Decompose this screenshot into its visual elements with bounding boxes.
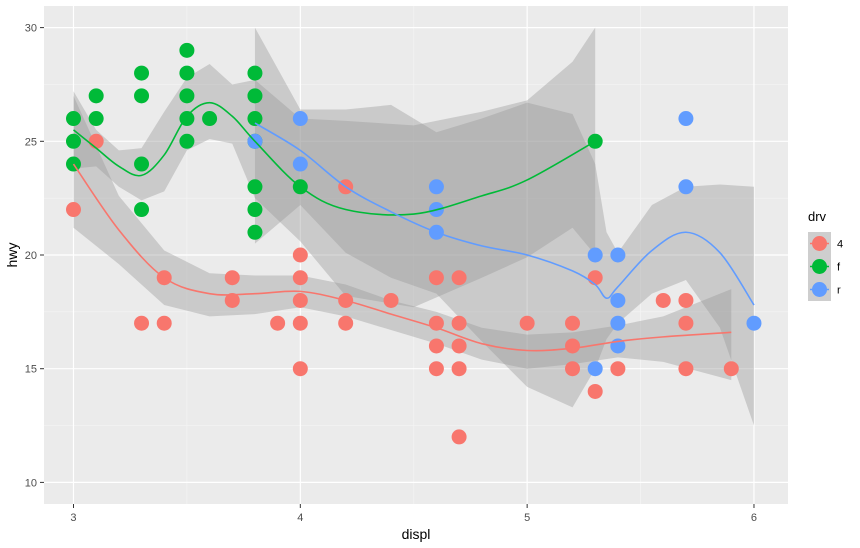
data-point-f: [134, 202, 150, 218]
data-point-f: [88, 88, 104, 104]
data-point-f: [247, 202, 263, 218]
data-point-r: [610, 292, 626, 308]
x-tick-label: 3: [70, 512, 76, 524]
smooth-lines: [72, 101, 755, 352]
data-point-f: [179, 42, 195, 58]
data-point-r: [587, 247, 603, 263]
x-axis-ticks: 3 4 5 6: [70, 504, 757, 524]
data-point-r: [746, 315, 762, 331]
x-tick-label: 4: [297, 512, 303, 524]
data-point-f: [247, 111, 263, 127]
x-axis-title: displ: [402, 526, 431, 542]
data-point-4: [451, 270, 467, 286]
confidence-band-r: [254, 27, 754, 426]
data-point-f: [65, 111, 81, 127]
data-point-4: [88, 133, 104, 149]
data-point-4: [65, 202, 81, 218]
y-tick-label: 10: [25, 477, 37, 489]
y-tick-label: 20: [25, 250, 37, 262]
smooth-line-f: [72, 101, 596, 216]
data-point-r: [292, 111, 308, 127]
data-point-4: [451, 338, 467, 354]
confidence-band-f: [73, 27, 596, 308]
data-point-4: [292, 292, 308, 308]
smooth-line-4: [72, 163, 732, 352]
data-point-4: [292, 270, 308, 286]
data-point-f: [65, 133, 81, 149]
data-point-f: [179, 65, 195, 81]
data-point-4: [134, 315, 150, 331]
data-point-r: [610, 315, 626, 331]
data-point-4: [519, 315, 535, 331]
x-tick-label: 5: [524, 512, 530, 524]
data-point-4: [292, 247, 308, 263]
data-point-4: [383, 292, 399, 308]
data-point-r: [428, 179, 444, 195]
y-axis-ticks: 10 15 20 25 30: [25, 23, 44, 489]
data-point-f: [134, 88, 150, 104]
data-point-4: [224, 292, 240, 308]
data-point-f: [88, 111, 104, 127]
data-point-4: [451, 361, 467, 377]
data-point-4: [156, 315, 172, 331]
data-point-4: [678, 292, 694, 308]
data-point-4: [224, 270, 240, 286]
data-point-4: [723, 361, 739, 377]
data-point-4: [292, 315, 308, 331]
data-point-f: [247, 179, 263, 195]
data-point-4: [270, 315, 286, 331]
data-points: [65, 42, 762, 445]
legend-label-4: 4: [837, 239, 843, 251]
data-point-4: [587, 383, 603, 399]
legend-title: drv: [808, 209, 827, 224]
data-point-4: [565, 338, 581, 354]
x-tick-label: 6: [751, 512, 757, 524]
data-point-4: [292, 361, 308, 377]
data-point-4: [565, 361, 581, 377]
data-point-4: [565, 315, 581, 331]
data-point-r: [678, 179, 694, 195]
data-point-4: [428, 338, 444, 354]
confidence-bands: [73, 27, 754, 426]
data-point-4: [610, 361, 626, 377]
data-point-4: [678, 315, 694, 331]
y-axis-title: hwy: [4, 243, 20, 268]
data-point-f: [134, 65, 150, 81]
data-point-f: [202, 111, 218, 127]
confidence-band-4: [73, 95, 732, 381]
data-point-4: [655, 292, 671, 308]
data-point-r: [292, 156, 308, 172]
data-point-4: [678, 361, 694, 377]
data-point-4: [428, 361, 444, 377]
data-point-r: [610, 247, 626, 263]
data-point-f: [247, 224, 263, 240]
data-point-f: [179, 133, 195, 149]
data-point-4: [428, 270, 444, 286]
y-tick-label: 30: [25, 23, 37, 35]
data-point-f: [247, 88, 263, 104]
smooth-line-r: [254, 122, 755, 306]
data-point-4: [338, 315, 354, 331]
legend-label-r: r: [837, 285, 841, 297]
legend-label-f: f: [837, 262, 841, 274]
data-point-4: [451, 429, 467, 445]
y-tick-label: 15: [25, 364, 37, 376]
data-point-f: [134, 156, 150, 172]
y-tick-label: 25: [25, 136, 37, 148]
data-point-r: [587, 361, 603, 377]
data-point-r: [678, 111, 694, 127]
data-point-f: [179, 88, 195, 104]
data-point-4: [451, 315, 467, 331]
data-point-4: [587, 270, 603, 286]
legend: drv 4 fr: [808, 209, 843, 301]
data-point-f: [247, 65, 263, 81]
